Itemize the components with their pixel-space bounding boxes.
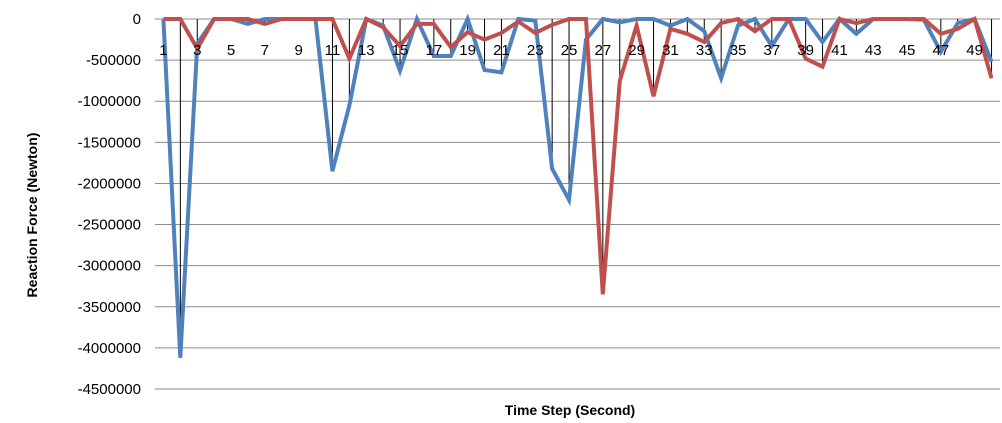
x-tick-label: 11 (325, 42, 341, 59)
x-tick-label: 1 (159, 42, 167, 59)
x-tick-label: 43 (865, 42, 882, 59)
x-tick-label: 3 (193, 42, 201, 59)
y-tick-label: -2500000 (78, 217, 141, 234)
series-lines (161, 13, 994, 358)
y-tick-label: -2000000 (78, 175, 141, 192)
x-tick-label: 49 (966, 42, 983, 59)
x-tick-label: 7 (261, 42, 269, 59)
gridlines (155, 18, 1000, 390)
x-tick-label: 39 (797, 42, 814, 59)
y-tick-label: -1000000 (78, 93, 141, 110)
x-tick-label: 29 (628, 42, 645, 59)
x-tick-label: 35 (730, 42, 747, 59)
y-tick-label: -500000 (86, 52, 141, 69)
x-tick-label: 31 (662, 42, 679, 59)
y-tick-label: -4500000 (78, 381, 141, 398)
y-tick-label: -3500000 (78, 299, 141, 316)
x-tick-label: 19 (459, 42, 476, 59)
x-tick-label: 41 (831, 42, 848, 59)
x-axis-title: Time Step (Second) (505, 402, 635, 418)
series-line-2 (163, 15, 994, 295)
x-tick-label: 25 (561, 42, 578, 59)
x-tick-label: 37 (764, 42, 781, 59)
x-tick-label: 5 (227, 42, 235, 59)
x-tick-label: 47 (933, 42, 950, 59)
x-tick-label: 23 (527, 42, 544, 59)
y-tick-label: -4000000 (78, 340, 141, 357)
y-tick-label: 0 (133, 11, 141, 28)
x-tick-label: 45 (899, 42, 916, 59)
x-tick-label: 13 (358, 42, 375, 59)
x-tick-label: 9 (294, 42, 302, 59)
x-tick-label: 21 (493, 42, 510, 59)
y-axis-tick-labels: 0 -500000 -1000000 -1500000 -2000000 -2500000… (78, 11, 141, 398)
y-tick-label: -1500000 (78, 134, 141, 151)
x-tick-label: 17 (426, 42, 443, 59)
x-tick-label: 15 (392, 42, 409, 59)
x-axis-tick-labels: 1 3 5 7 9 11 13 15 17 19 21 23 25 27 29 31 33 35 37 39 41 43 4… (159, 42, 983, 59)
y-tick-label: -3000000 (78, 258, 141, 275)
y-axis-title: Reaction Force (Newton) (24, 133, 40, 298)
x-tick-label: 33 (696, 42, 713, 59)
x-tick-label: 27 (595, 42, 612, 59)
